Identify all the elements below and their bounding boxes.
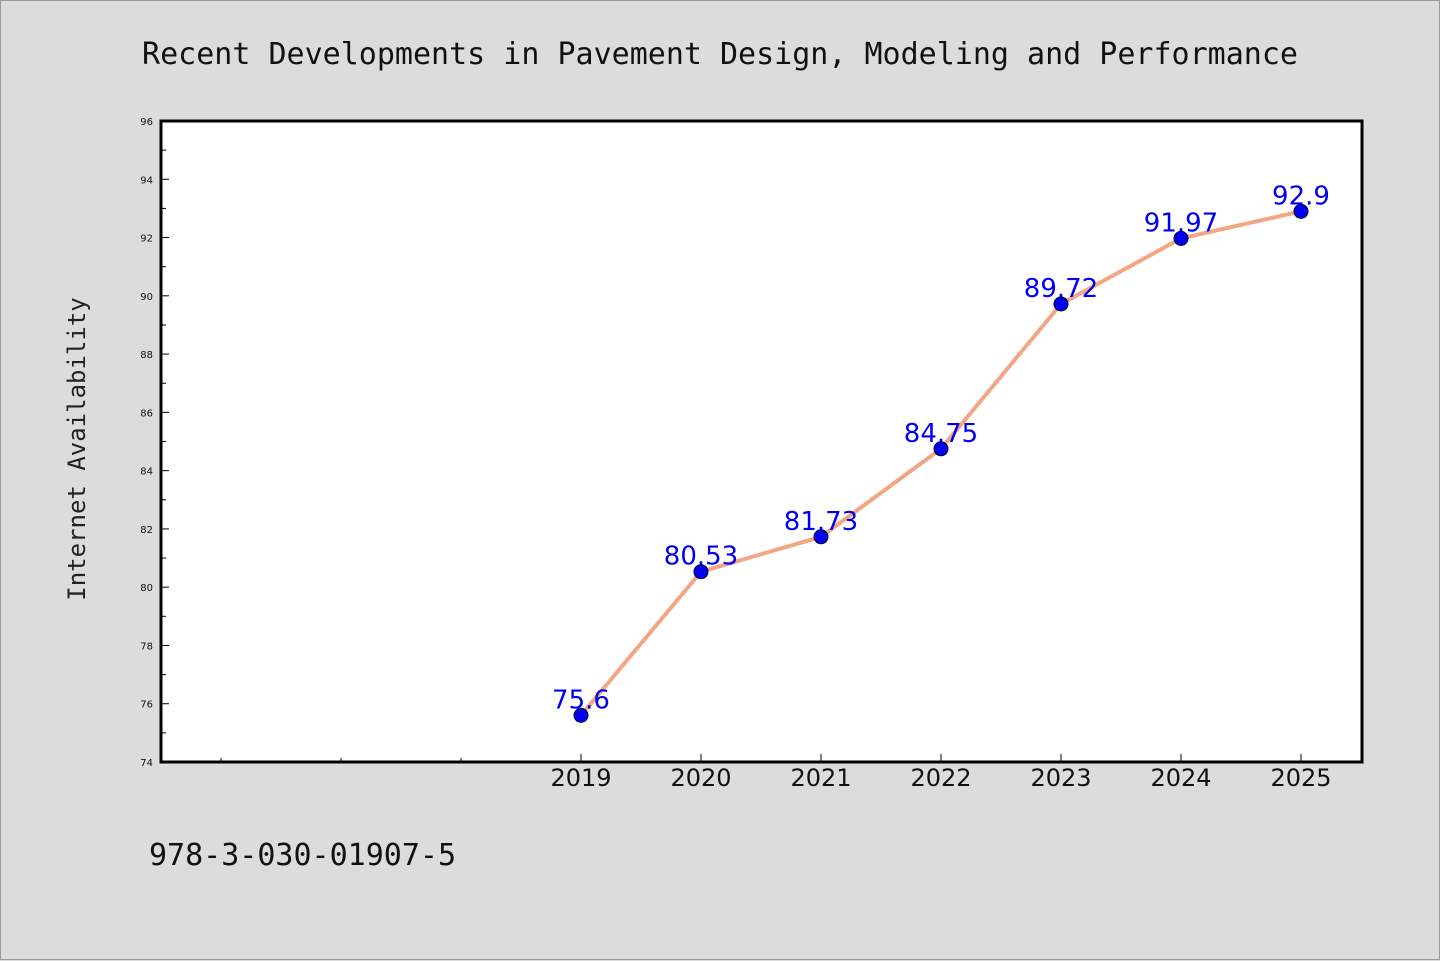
y-tick-label: 82 <box>140 525 153 536</box>
x-tick-label: 2024 <box>1150 764 1211 792</box>
data-point <box>1173 230 1189 246</box>
data-label: 89.72 <box>1024 274 1098 304</box>
x-tick-label: 2025 <box>1270 764 1331 792</box>
x-axis: 2019 2020 2021 2022 2023 2024 2025 <box>550 754 1332 792</box>
y-tick-label: 90 <box>140 292 153 303</box>
data-label: 80.53 <box>664 542 738 572</box>
y-tick-label: 78 <box>140 641 153 652</box>
y-axis: 74 76 78 80 82 84 86 88 90 92 94 96 <box>140 117 169 769</box>
data-label: 75.6 <box>552 685 610 715</box>
y-tick-label: 84 <box>140 467 153 478</box>
y-tick-label: 86 <box>140 408 153 419</box>
data-point <box>813 529 829 545</box>
y-axis-label: Internet Availability <box>63 297 91 600</box>
data-point <box>573 707 589 723</box>
data-label-layer: 75.6 80.53 81.73 84.75 89.72 91.97 92.9 <box>552 181 1330 715</box>
y-tick-label: 74 <box>140 758 153 769</box>
x-tick-label: 2019 <box>550 764 611 792</box>
x-tick-label: 2021 <box>790 764 851 792</box>
data-point <box>1293 203 1309 219</box>
data-label: 84.75 <box>904 419 978 449</box>
data-point <box>1053 296 1069 312</box>
y-tick-label: 88 <box>140 350 153 361</box>
data-label: 81.73 <box>784 507 858 537</box>
x-tick-label: 2023 <box>1030 764 1091 792</box>
plot-area <box>159 119 1364 764</box>
y-tick-label: 94 <box>140 175 153 186</box>
series-layer <box>573 203 1309 723</box>
data-point <box>693 564 709 580</box>
y-tick-label: 92 <box>140 234 153 245</box>
y-tick-label: 96 <box>140 117 153 128</box>
x-tick-label: 2022 <box>910 764 971 792</box>
footer-isbn: 978-3-030-01907-5 <box>149 838 456 873</box>
y-tick-label: 80 <box>140 583 153 594</box>
x-tick-label: 2020 <box>670 764 731 792</box>
x-minor-ticks <box>220 758 462 762</box>
chart-title: Recent Developments in Pavement Design, … <box>142 37 1298 72</box>
y-tick-label: 76 <box>140 700 153 711</box>
data-point <box>933 441 949 457</box>
data-label: 92.9 <box>1272 181 1330 211</box>
data-label: 91.97 <box>1144 208 1218 238</box>
